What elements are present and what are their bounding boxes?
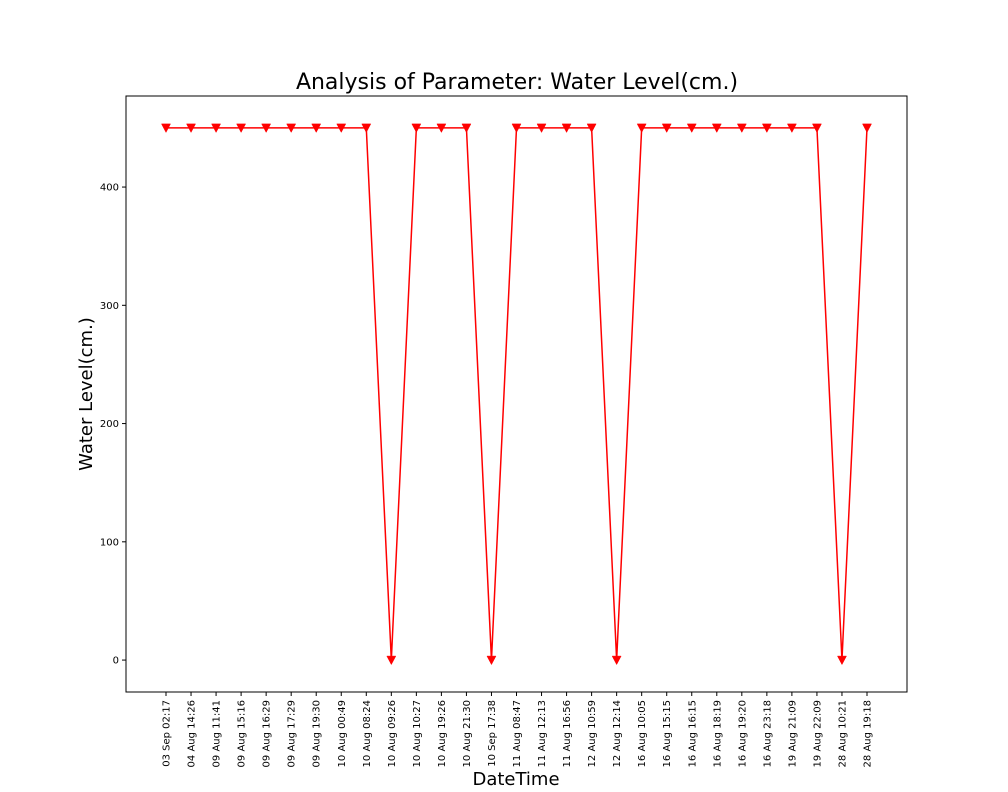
- x-axis: 03 Sep 02:17 04 Aug 14:26 09 Aug 11:41 09 A…: [162, 692, 874, 767]
- y-axis: 0 100 200 300 400: [100, 183, 126, 667]
- data-point: [862, 123, 872, 133]
- x-tick-label: 12 Aug 10:59: [587, 700, 598, 767]
- x-tick-label: 12 Aug 12:14: [612, 700, 623, 767]
- x-axis-title: DateTime: [472, 769, 559, 790]
- series: [161, 123, 872, 666]
- data-point: [736, 123, 747, 133]
- data-point: [661, 123, 672, 133]
- data-point: [461, 123, 472, 133]
- x-tick-label: 16 Aug 10:05: [637, 700, 648, 767]
- x-tick-label: 19 Aug 22:09: [812, 700, 823, 767]
- data-point: [411, 123, 422, 133]
- data-point: [611, 655, 622, 666]
- data-point: [436, 123, 447, 133]
- data-point: [186, 123, 196, 133]
- x-tick-label: 10 Aug 19:26: [437, 700, 448, 767]
- x-tick-label: 10 Aug 09:26: [387, 700, 398, 767]
- x-tick-label: 16 Aug 16:15: [687, 700, 698, 767]
- data-point: [386, 655, 397, 666]
- x-tick-label: 09 Aug 19:30: [312, 700, 323, 767]
- x-tick-label: 11 Aug 08:47: [512, 700, 523, 767]
- x-tick-label: 28 Aug 19:18: [863, 700, 874, 767]
- x-tick-label: 04 Aug 14:26: [187, 700, 198, 767]
- data-point: [812, 123, 822, 133]
- data-point: [511, 123, 522, 133]
- x-tick-label: 10 Aug 21:30: [462, 700, 473, 767]
- data-point: [236, 123, 247, 133]
- y-tick-label: 300: [100, 301, 119, 312]
- y-tick-label: 0: [113, 656, 119, 667]
- x-tick-label: 19 Aug 21:09: [787, 700, 798, 767]
- data-point: [837, 655, 847, 666]
- data-point: [686, 123, 697, 133]
- x-tick-label: 10 Aug 08:24: [362, 700, 373, 767]
- x-tick-label: 16 Aug 18:19: [712, 700, 723, 767]
- data-point: [536, 123, 547, 133]
- x-tick-label: 03 Sep 02:17: [162, 700, 173, 767]
- x-tick-label: 09 Aug 15:16: [237, 700, 248, 767]
- x-tick-label: 09 Aug 16:29: [262, 700, 273, 767]
- data-point: [636, 123, 647, 133]
- data-point: [211, 123, 221, 133]
- data-point: [261, 123, 272, 133]
- chart-title: Analysis of Parameter: Water Level(cm.): [296, 70, 738, 95]
- x-tick-label: 10 Aug 10:27: [412, 700, 423, 767]
- y-tick-label: 100: [100, 537, 119, 548]
- data-point: [486, 655, 497, 666]
- y-tick-label: 200: [100, 419, 119, 430]
- data-point: [786, 123, 797, 133]
- data-point: [286, 123, 297, 133]
- data-point: [761, 123, 772, 133]
- data-point: [161, 123, 171, 133]
- x-tick-label: 16 Aug 23:18: [762, 700, 773, 767]
- data-point: [311, 123, 322, 133]
- data-point: [711, 123, 722, 133]
- x-tick-label: 09 Aug 17:29: [287, 700, 298, 767]
- x-tick-label: 16 Aug 19:20: [737, 700, 748, 767]
- y-tick-label: 400: [100, 183, 119, 194]
- data-point: [336, 123, 347, 133]
- series-line: [166, 127, 868, 661]
- y-axis-title: Water Level(cm.): [76, 317, 97, 471]
- x-tick-label: 09 Aug 11:41: [212, 700, 223, 767]
- data-point: [361, 123, 372, 133]
- x-tick-label: 11 Aug 12:13: [537, 700, 548, 767]
- plot-area: [125, 95, 908, 693]
- x-tick-label: 16 Aug 15:15: [662, 700, 673, 767]
- x-tick-label: 11 Aug 16:56: [562, 700, 573, 767]
- x-tick-label: 10 Aug 00:49: [337, 700, 348, 767]
- data-point: [586, 123, 597, 133]
- data-point: [561, 123, 572, 133]
- x-tick-label: 10 Sep 17:38: [487, 700, 498, 767]
- x-tick-label: 28 Aug 10:21: [837, 700, 848, 767]
